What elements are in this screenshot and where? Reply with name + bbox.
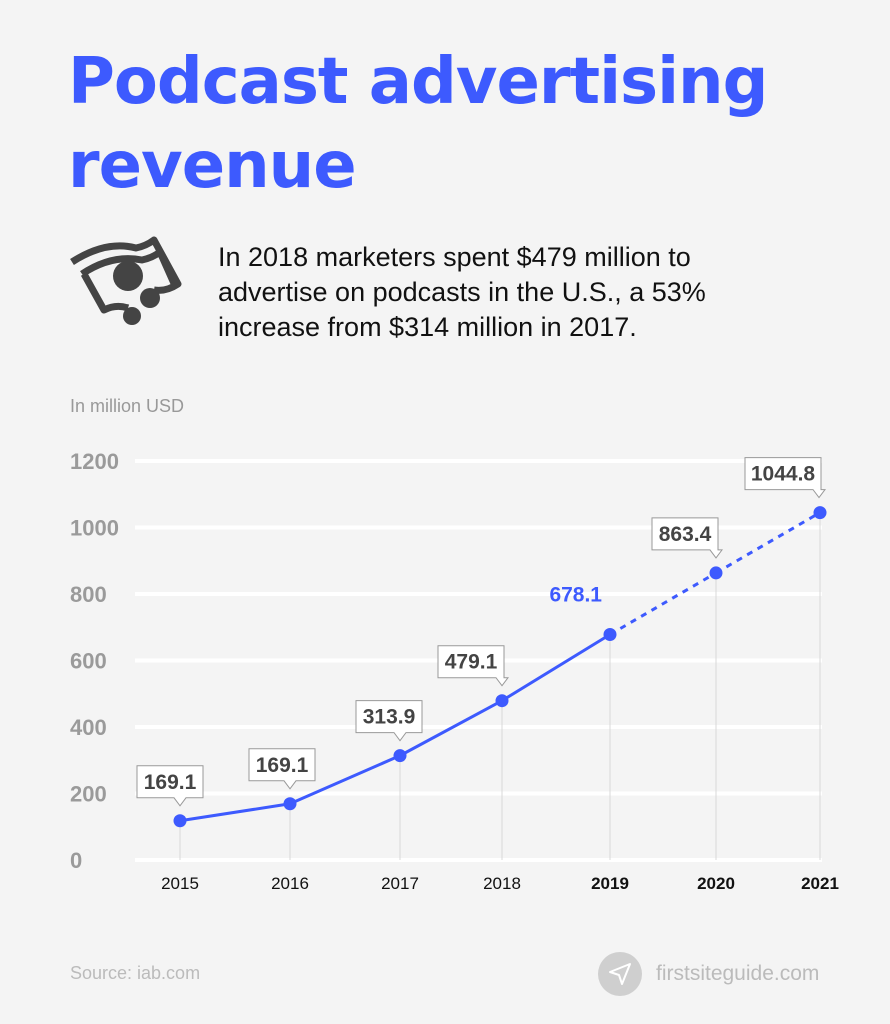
y-tick-label: 0 <box>70 848 82 873</box>
data-label: 169.1 <box>144 771 197 794</box>
x-tick-label: 2018 <box>483 874 521 893</box>
x-tick-label: 2020 <box>697 874 735 893</box>
data-label-box <box>651 517 723 559</box>
data-label: 169.1 <box>256 754 309 777</box>
data-label: 863.4 <box>659 523 712 546</box>
line-segment <box>399 699 503 757</box>
data-label-box <box>744 457 826 499</box>
brand-link[interactable]: firstsiteguide.com <box>598 952 819 996</box>
page-title: Podcast advertising revenue <box>68 45 768 203</box>
data-point <box>709 566 723 580</box>
x-tick-label: 2016 <box>271 874 309 893</box>
source-text: Source: iab.com <box>70 963 201 983</box>
y-tick-label: 200 <box>70 782 107 807</box>
forecast-segment <box>715 511 821 575</box>
line-segment <box>179 802 291 823</box>
data-label-box <box>248 748 316 790</box>
line-segment <box>289 754 401 806</box>
money-icon <box>66 234 186 339</box>
data-point <box>495 694 509 708</box>
data-label: 1044.8 <box>751 463 816 486</box>
forecast-segment <box>609 571 717 636</box>
data-point <box>393 749 407 763</box>
x-tick-label: 2017 <box>381 874 419 893</box>
line-chart: 0 200 400 600 800 1000 1200 2015 2016 2017 2018 201… <box>70 449 839 893</box>
y-tick-label: 1000 <box>70 516 119 541</box>
y-tick-label: 1200 <box>70 449 119 474</box>
x-tick-label: 2021 <box>801 874 839 893</box>
x-tick-label: 2019 <box>591 874 629 893</box>
data-label-box <box>355 700 423 742</box>
line-segment <box>501 633 611 702</box>
data-label-box <box>136 765 204 807</box>
x-tick-label: 2015 <box>161 874 199 893</box>
y-axis-label: In million USD <box>70 396 185 416</box>
description: In 2018 marketers spent $479 million to … <box>218 242 706 342</box>
data-label-box <box>437 645 509 687</box>
data-point <box>173 814 187 828</box>
data-point <box>283 797 297 811</box>
paper-plane-icon <box>598 952 642 996</box>
data-label: 479.1 <box>445 651 498 674</box>
y-tick-label: 800 <box>70 582 107 607</box>
data-point <box>813 506 827 520</box>
y-tick-label: 400 <box>70 715 107 740</box>
data-point <box>603 628 617 642</box>
data-label: 678.1 <box>549 584 602 607</box>
data-label: 313.9 <box>363 706 416 729</box>
y-tick-label: 600 <box>70 649 107 674</box>
brand-name: firstsiteguide.com <box>656 962 820 985</box>
